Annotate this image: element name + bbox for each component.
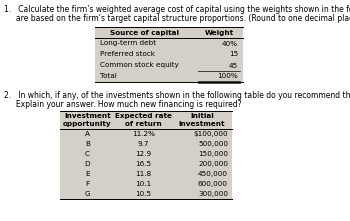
Text: 500,000: 500,000 <box>198 141 228 147</box>
Text: Expected rate
of return: Expected rate of return <box>115 113 172 127</box>
Text: Preferred stock: Preferred stock <box>100 51 155 57</box>
Text: 10.1: 10.1 <box>135 181 152 187</box>
Text: 10.5: 10.5 <box>135 191 152 197</box>
Text: Source of capital: Source of capital <box>111 29 180 36</box>
Text: Common stock equity: Common stock equity <box>100 63 179 69</box>
Text: 15: 15 <box>229 51 238 57</box>
Text: Weight: Weight <box>204 29 233 36</box>
Text: E: E <box>85 171 90 177</box>
Text: Long-term debt: Long-term debt <box>100 40 156 46</box>
Text: 45: 45 <box>229 63 238 69</box>
Text: are based on the firm’s target capital structure proportions. (Round to one deci: are based on the firm’s target capital s… <box>4 14 350 23</box>
Text: 12.9: 12.9 <box>135 151 152 157</box>
Text: 9.7: 9.7 <box>138 141 149 147</box>
Text: $100,000: $100,000 <box>193 131 228 137</box>
Text: A: A <box>85 131 90 137</box>
Text: Initial
investment: Initial investment <box>179 113 225 127</box>
Text: 200,000: 200,000 <box>198 161 228 167</box>
Text: 11.2%: 11.2% <box>132 131 155 137</box>
Text: 100%: 100% <box>217 74 238 80</box>
Text: 40%: 40% <box>222 40 238 46</box>
Text: Investment
opportunity: Investment opportunity <box>63 113 112 127</box>
Text: B: B <box>85 141 90 147</box>
Text: 1.   Calculate the firm’s weighted average cost of capital using the weights sho: 1. Calculate the firm’s weighted average… <box>4 5 350 14</box>
Text: 600,000: 600,000 <box>198 181 228 187</box>
Text: C: C <box>85 151 90 157</box>
Text: Total: Total <box>100 74 117 80</box>
Bar <box>95 27 243 82</box>
Text: 300,000: 300,000 <box>198 191 228 197</box>
Text: Explain your answer. How much new financing is required?: Explain your answer. How much new financ… <box>4 100 241 109</box>
Text: 16.5: 16.5 <box>135 161 152 167</box>
Text: 11.8: 11.8 <box>135 171 152 177</box>
Text: G: G <box>85 191 90 197</box>
Bar <box>60 111 232 199</box>
Text: 150,000: 150,000 <box>198 151 228 157</box>
Text: D: D <box>85 161 90 167</box>
Text: F: F <box>85 181 90 187</box>
Text: 450,000: 450,000 <box>198 171 228 177</box>
Text: 2.   In which, if any, of the investments shown in the following table do you re: 2. In which, if any, of the investments … <box>4 91 350 100</box>
